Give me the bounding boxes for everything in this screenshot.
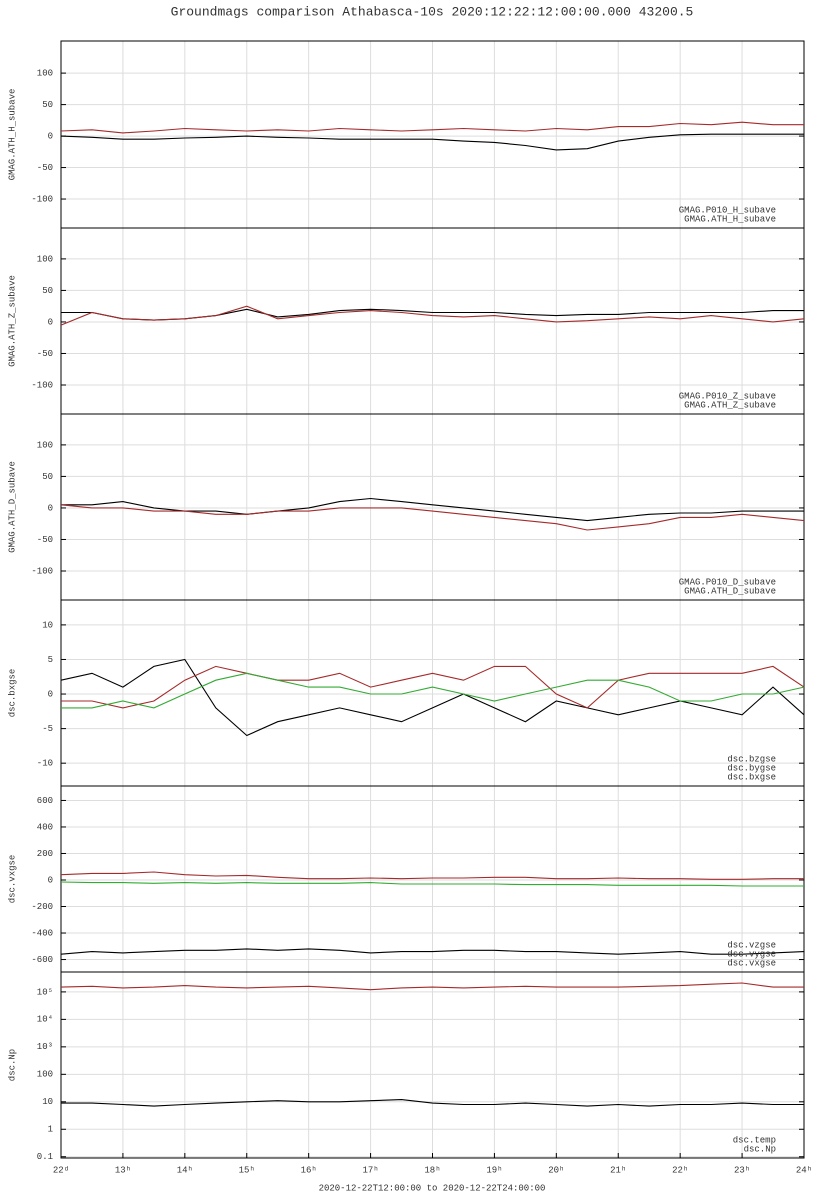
y-tick-label: -50: [37, 163, 53, 173]
x-tick-label: 24ʰ: [796, 1165, 812, 1175]
y-tick-label: 0: [48, 689, 53, 699]
legend-entry: GMAG.P010_Z_subave: [679, 391, 776, 401]
x-tick-label: 16ʰ: [301, 1165, 317, 1175]
x-axis-label: 2020-12-22T12:00:00 to 2020-12-22T24:00:…: [319, 1183, 546, 1193]
y-tick-label: -100: [31, 380, 53, 390]
x-tick-label: 19ʰ: [486, 1165, 502, 1175]
y-tick-label: -100: [31, 566, 53, 576]
y-tick-label: 100: [37, 1070, 53, 1080]
x-tick-label: 20ʰ: [548, 1165, 564, 1175]
y-tick-label: 5: [48, 655, 53, 665]
x-tick-label: 18ʰ: [424, 1165, 440, 1175]
y-tick-label: 100: [37, 440, 53, 450]
x-tick-label: 22ᵈ: [53, 1165, 69, 1175]
legend-entry: GMAG.ATH_D_subave: [684, 586, 776, 596]
x-tick-label: 13ʰ: [115, 1165, 131, 1175]
series-line: [60, 504, 805, 531]
legend-entry: GMAG.ATH_Z_subave: [684, 400, 776, 410]
legend-entry: dsc.Np: [744, 1144, 776, 1154]
y-tick-label: 10: [42, 620, 53, 630]
series-line: [60, 121, 804, 134]
y-axis-label: GMAG.ATH_D_subave: [7, 461, 17, 553]
y-tick-label: 50: [42, 472, 53, 482]
y-tick-label: -200: [31, 902, 53, 912]
y-tick-label: 100: [37, 254, 53, 264]
y-tick-label: -10: [37, 759, 53, 769]
y-tick-label: 0: [48, 503, 53, 513]
y-tick-label: 10⁴: [37, 1014, 53, 1025]
y-tick-label: -100: [31, 194, 53, 204]
y-tick-label: 0: [48, 131, 53, 141]
legend-entry: GMAG.ATH_H_subave: [684, 214, 776, 224]
y-tick-label: 10: [42, 1097, 53, 1107]
series-line: [60, 133, 804, 151]
y-tick-label: 1: [48, 1125, 53, 1135]
series-line: [61, 665, 805, 709]
y-tick-label: -50: [37, 349, 53, 359]
legend-entry: dsc.vygse: [727, 949, 776, 959]
y-tick-label: 0: [48, 875, 53, 885]
legend-entry: dsc.bxgse: [727, 772, 776, 782]
series-line: [60, 871, 804, 880]
series-line: [60, 305, 805, 326]
y-axis-label: GMAG.ATH_H_subave: [7, 89, 17, 181]
x-tick-label: 22ʰ: [672, 1165, 688, 1175]
legend-entry: dsc.vxgse: [727, 958, 776, 968]
legend-entry: dsc.temp: [733, 1135, 776, 1145]
y-axis-label: dsc.bxgse: [7, 669, 17, 718]
y-tick-label: 50: [42, 100, 53, 110]
x-tick-label: 23ʰ: [734, 1165, 750, 1175]
y-tick-label: 0: [48, 317, 53, 327]
series-line: [60, 881, 804, 887]
y-axis-label: dsc.vxgse: [7, 855, 17, 904]
x-tick-label: 15ʰ: [239, 1165, 255, 1175]
series-line: [61, 672, 805, 709]
chart-title: Groundmags comparison Athabasca-10s 2020…: [171, 4, 694, 19]
legend-entry: GMAG.P010_H_subave: [679, 205, 776, 215]
x-tick-label: 21ʰ: [610, 1165, 626, 1175]
x-tick-label: 17ʰ: [362, 1165, 378, 1175]
y-tick-label: -600: [31, 955, 53, 965]
y-tick-label: 600: [37, 796, 53, 806]
y-tick-label: 10³: [37, 1042, 53, 1052]
legend-entry: dsc.bzgse: [727, 754, 776, 764]
series-line: [60, 982, 804, 991]
y-tick-label: 10⁵: [37, 987, 53, 997]
y-tick-label: -5: [42, 724, 53, 734]
y-tick-label: -400: [31, 928, 53, 938]
legend-entry: GMAG.P010_D_subave: [679, 577, 776, 587]
y-tick-label: -50: [37, 535, 53, 545]
y-tick-label: 400: [37, 822, 53, 832]
legend-entry: dsc.vzgse: [727, 940, 776, 950]
y-tick-label: 100: [37, 68, 53, 78]
legend-entry: dsc.bygse: [727, 763, 776, 773]
y-tick-label: 50: [42, 286, 53, 296]
y-axis-label: dsc.Np: [7, 1049, 17, 1081]
series-line: [60, 948, 805, 955]
y-tick-label: 200: [37, 849, 53, 859]
series-line: [61, 1099, 804, 1107]
y-axis-label: GMAG.ATH_Z_subave: [7, 275, 17, 367]
y-tick-label: 0.1: [37, 1152, 53, 1162]
x-tick-label: 14ʰ: [177, 1165, 193, 1175]
